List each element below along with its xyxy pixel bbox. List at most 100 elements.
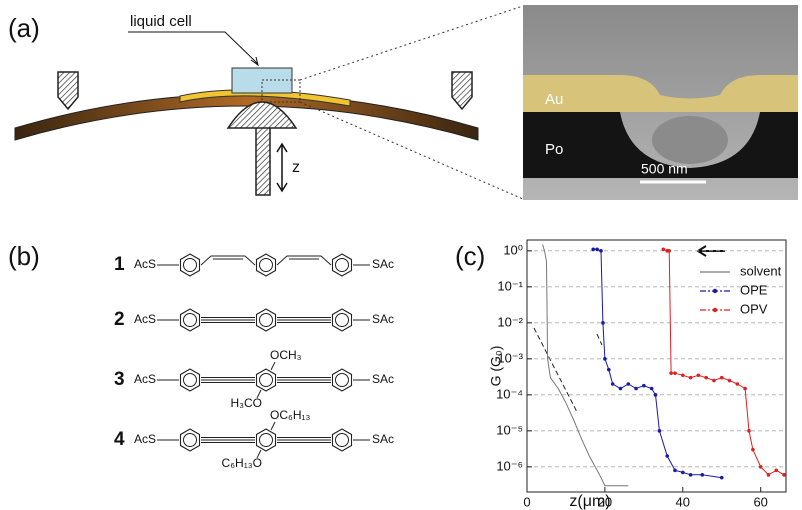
fit-line (534, 328, 577, 412)
sem-trench (652, 116, 728, 164)
point (665, 454, 669, 458)
point (673, 469, 677, 473)
sem-label: Po (545, 141, 563, 158)
vinyl (277, 256, 331, 265)
panel-label: (c) (455, 241, 485, 271)
point (697, 373, 701, 377)
aromatic (184, 259, 197, 272)
molecules: 1 AcS SAc 2 AcS SAc 3 AcS SAc OCH₃ H₃CO 4 AcS SAc OC₆H… (114, 254, 394, 470)
legend-marker (713, 289, 717, 293)
sem-label: Au (545, 91, 563, 108)
vinyl (201, 256, 255, 265)
aromatic (184, 314, 197, 327)
y-tick-label: 10⁰ (503, 242, 523, 257)
substituent: SAc (372, 312, 394, 326)
legend-label: solvent (740, 263, 782, 278)
y-axis-label: G (G₀) (488, 346, 504, 387)
point (662, 248, 666, 252)
substituent: SAc (372, 372, 394, 386)
substituent: OC₆H₁₃ (270, 408, 311, 422)
legend-marker (713, 308, 717, 312)
substituent: SAc (372, 257, 394, 271)
substituent: C₆H₁₃O (222, 456, 262, 470)
legend-label: OPV (740, 301, 768, 316)
pusher (452, 72, 472, 109)
y-tick-label: 10⁻¹ (497, 278, 523, 293)
compound-number: 2 (114, 309, 125, 330)
series-line (543, 245, 629, 486)
point (689, 473, 693, 477)
point (774, 469, 778, 473)
fit-line (597, 334, 602, 345)
aromatic (336, 259, 349, 272)
y-tick-label: 10⁻⁵ (496, 422, 523, 437)
point (626, 382, 630, 386)
point (743, 387, 747, 391)
x-axis-label: z(μm) (569, 493, 610, 510)
point (712, 379, 716, 383)
push-rod (228, 102, 296, 195)
callout: liquid cell (130, 13, 192, 30)
substituent: OCH₃ (270, 348, 302, 362)
aromatic (336, 374, 349, 387)
point (681, 373, 685, 377)
z-label: z (292, 159, 300, 176)
point (759, 465, 763, 469)
point (658, 429, 662, 433)
aromatic (336, 434, 349, 447)
substituent: AcS (134, 372, 156, 386)
y-tick-label: 10⁻² (497, 314, 523, 329)
point (673, 371, 677, 375)
compound-number: 3 (114, 369, 125, 390)
point (704, 376, 708, 380)
y-tick-label: 10⁻⁴ (496, 386, 523, 401)
point (603, 357, 607, 361)
point (619, 387, 623, 391)
point (595, 248, 599, 252)
substituent: H₃CO (230, 396, 262, 410)
point (669, 371, 673, 375)
point (736, 382, 740, 386)
substituent: AcS (134, 312, 156, 326)
x-tick-label: 40 (676, 494, 690, 509)
figure: (a) z liquid cell Au Po 500 nm (b) 1 AcS S… (0, 0, 802, 510)
zoom-line (300, 6, 523, 80)
substituent: SAc (372, 432, 394, 446)
aromatic (260, 434, 273, 447)
point (751, 448, 755, 452)
point (782, 473, 786, 477)
aromatic (336, 314, 349, 327)
point (601, 321, 605, 325)
substituent: AcS (134, 257, 156, 271)
compound-number: 1 (114, 254, 125, 275)
point (634, 387, 638, 391)
point (681, 471, 685, 475)
point (700, 473, 704, 477)
callout-line (128, 32, 258, 65)
compound-number: 4 (114, 429, 125, 450)
aromatic (184, 434, 197, 447)
aromatic (260, 314, 273, 327)
aromatic (260, 259, 273, 272)
y-tick-label: 10⁻⁶ (496, 458, 523, 473)
aromatic (260, 374, 273, 387)
point (720, 376, 724, 380)
substituent: AcS (134, 432, 156, 446)
panel-label: (a) (8, 13, 40, 43)
series-line (593, 249, 722, 477)
point (642, 384, 646, 388)
point (611, 382, 615, 386)
panel-label: (b) (8, 241, 40, 271)
point (747, 429, 751, 433)
point (654, 393, 658, 397)
point (767, 473, 771, 477)
scale-label: 500 nm (641, 161, 688, 177)
point (591, 248, 595, 252)
pusher (58, 72, 78, 109)
x-tick-label: 0 (523, 494, 530, 509)
point (689, 376, 693, 380)
x-tick-label: 60 (753, 494, 767, 509)
z-arrow (277, 144, 287, 191)
point (667, 249, 671, 253)
bond (271, 362, 275, 370)
